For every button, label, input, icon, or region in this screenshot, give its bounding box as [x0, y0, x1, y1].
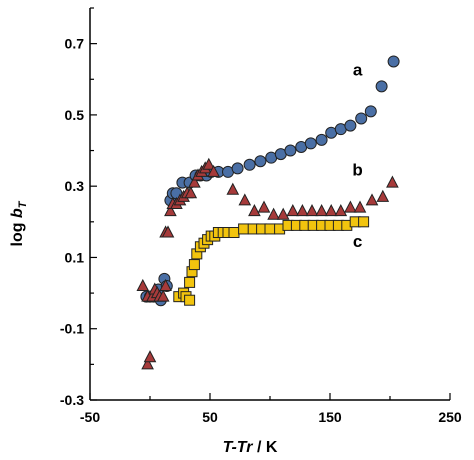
x-tick-label: 250	[438, 409, 462, 425]
triangle-marker	[202, 157, 216, 170]
triangle-marker	[136, 278, 150, 291]
triangle-marker	[353, 200, 367, 213]
circle-marker	[243, 158, 256, 171]
y-title-subscript: T	[17, 200, 29, 208]
x-tick-label: 150	[318, 409, 342, 425]
y-tick-label: 0.5	[65, 107, 85, 123]
y-tick-label: 0.3	[65, 178, 85, 194]
data-markers	[136, 55, 400, 370]
circle-marker	[344, 119, 357, 132]
x-axis-title: T-Tr / K	[223, 439, 278, 456]
circle-marker	[364, 105, 377, 118]
triangle-marker	[386, 175, 399, 188]
series-label-b: b	[352, 160, 362, 179]
square-marker	[188, 259, 200, 271]
circle-marker	[304, 137, 317, 150]
x-tick-label: -50	[80, 409, 100, 425]
triangle-marker	[324, 204, 338, 217]
circle-marker	[254, 155, 267, 168]
triangle-marker	[315, 204, 328, 217]
series-c	[173, 216, 370, 306]
circle-marker	[231, 162, 244, 175]
square-marker	[184, 294, 196, 306]
triangle-marker	[365, 193, 379, 206]
y-title-prefix: log	[9, 218, 26, 246]
axis-ticks	[89, 7, 451, 401]
triangle-marker	[207, 164, 220, 177]
series-label-c: c	[353, 232, 362, 251]
triangle-marker	[164, 204, 177, 217]
triangle-marker	[257, 200, 271, 213]
y-tick-label: -0.3	[60, 392, 84, 408]
triangle-marker	[156, 289, 170, 302]
x-title-var: T-Tr	[223, 439, 254, 456]
triangle-marker	[184, 186, 198, 199]
circle-marker	[355, 112, 368, 125]
triangle-marker	[141, 357, 154, 370]
triangle-marker	[305, 204, 319, 217]
triangle-marker	[334, 204, 348, 217]
triangle-marker	[267, 207, 280, 220]
y-tick-label: 0.7	[65, 36, 85, 52]
x-tick-label: 50	[202, 409, 218, 425]
y-axis-title: log bT	[9, 200, 29, 246]
series-a	[140, 55, 400, 307]
x-title-unit: / K	[253, 439, 278, 456]
triangle-marker	[226, 182, 240, 195]
square-marker	[238, 223, 250, 235]
triangle-marker	[238, 193, 252, 206]
square-marker	[264, 223, 276, 235]
triangle-marker	[276, 207, 290, 220]
circle-marker	[284, 144, 297, 157]
triangle-marker	[344, 200, 357, 213]
triangle-marker	[248, 204, 261, 217]
y-tick-label: -0.1	[60, 321, 84, 337]
series-label-a: a	[353, 61, 363, 80]
triangle-marker	[161, 225, 175, 238]
triangle-marker	[159, 278, 172, 291]
series-b	[136, 157, 399, 370]
triangle-marker	[188, 175, 201, 188]
series-annotations: a b c	[352, 61, 362, 251]
triangle-marker	[286, 204, 300, 217]
square-marker	[228, 227, 240, 239]
y-title-var: b	[9, 208, 26, 218]
circle-marker	[315, 133, 328, 146]
circle-marker	[387, 55, 400, 68]
triangle-marker	[296, 204, 309, 217]
square-marker	[184, 276, 196, 288]
triangle-marker	[376, 189, 390, 202]
tick-labels: -50 50 150 250 -0.3 -0.1 0.1 0.3 0.5 0.7	[60, 36, 462, 425]
circle-marker	[375, 80, 388, 93]
square-marker	[358, 216, 370, 228]
triangle-marker	[143, 350, 157, 363]
y-tick-label: 0.1	[65, 249, 85, 265]
